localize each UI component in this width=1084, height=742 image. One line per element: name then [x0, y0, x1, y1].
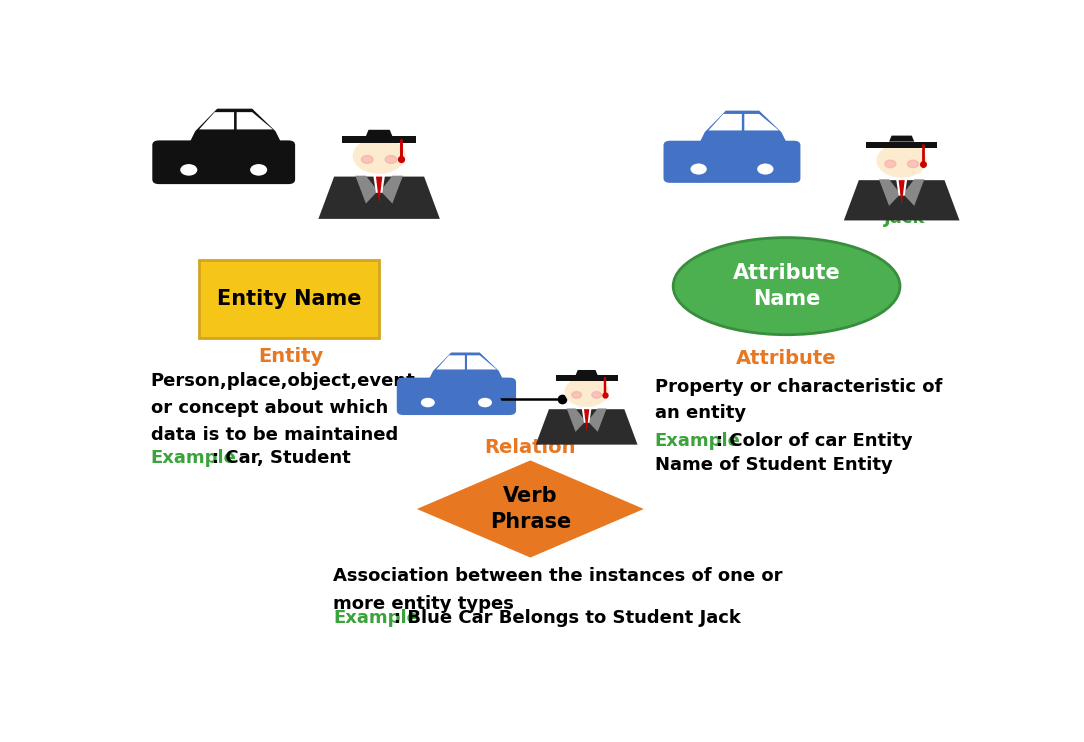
Circle shape [571, 392, 581, 398]
Circle shape [881, 147, 922, 175]
FancyBboxPatch shape [397, 378, 516, 415]
Circle shape [877, 143, 927, 177]
Text: Person,place,object,event: Person,place,object,event [151, 372, 415, 390]
Circle shape [680, 156, 718, 183]
Circle shape [468, 391, 502, 414]
Circle shape [565, 377, 609, 407]
Polygon shape [467, 355, 496, 370]
Circle shape [385, 156, 397, 163]
Polygon shape [709, 114, 741, 131]
Polygon shape [567, 408, 585, 432]
Polygon shape [356, 176, 378, 203]
Polygon shape [376, 177, 383, 203]
Circle shape [567, 376, 606, 403]
Text: Entity: Entity [258, 347, 323, 367]
Polygon shape [185, 108, 286, 152]
Polygon shape [425, 352, 507, 388]
Polygon shape [576, 370, 597, 375]
Polygon shape [319, 177, 440, 219]
Polygon shape [843, 180, 959, 220]
Polygon shape [896, 180, 907, 196]
FancyBboxPatch shape [152, 140, 295, 184]
Text: Attribute
Name: Attribute Name [733, 263, 840, 309]
Circle shape [356, 137, 402, 169]
Polygon shape [903, 180, 925, 206]
Circle shape [358, 142, 401, 171]
Polygon shape [582, 408, 592, 423]
Circle shape [250, 164, 267, 176]
Circle shape [361, 156, 373, 163]
Circle shape [168, 156, 209, 184]
Text: : Color of car Entity: : Color of car Entity [717, 432, 913, 450]
Text: Example: Example [655, 432, 740, 450]
Polygon shape [588, 408, 607, 432]
Circle shape [421, 398, 435, 407]
Polygon shape [899, 180, 905, 206]
Polygon shape [584, 409, 590, 432]
Polygon shape [380, 176, 403, 203]
Polygon shape [879, 180, 901, 206]
Text: Entity Name: Entity Name [217, 289, 361, 309]
Circle shape [411, 391, 444, 414]
Text: an entity: an entity [655, 404, 746, 422]
Text: Example: Example [151, 449, 236, 467]
Ellipse shape [673, 237, 900, 335]
Polygon shape [436, 355, 465, 370]
FancyBboxPatch shape [663, 141, 800, 183]
Text: Name of Student Entity: Name of Student Entity [655, 456, 892, 474]
Text: : Blue Car Belongs to Student Jack: : Blue Car Belongs to Student Jack [395, 609, 741, 627]
Text: : Car, Student: : Car, Student [212, 449, 351, 467]
Polygon shape [199, 112, 234, 129]
Polygon shape [417, 460, 644, 557]
Polygon shape [236, 112, 273, 129]
Circle shape [746, 156, 785, 183]
Polygon shape [695, 111, 791, 152]
Polygon shape [343, 136, 416, 143]
Text: Jack: Jack [883, 209, 925, 227]
Circle shape [691, 163, 707, 174]
Polygon shape [889, 136, 914, 142]
FancyBboxPatch shape [198, 260, 379, 338]
Circle shape [568, 380, 605, 405]
Polygon shape [535, 409, 637, 444]
Text: data is to be maintained: data is to be maintained [151, 426, 398, 444]
Circle shape [907, 160, 918, 168]
Text: more entity types: more entity types [333, 594, 514, 613]
Polygon shape [866, 142, 937, 148]
Text: Verb
Phrase: Verb Phrase [490, 486, 571, 532]
Text: or concept about which: or concept about which [151, 398, 388, 417]
Text: Attribute: Attribute [736, 349, 837, 368]
Text: Association between the instances of one or: Association between the instances of one… [333, 567, 783, 585]
Text: Relation: Relation [485, 438, 576, 456]
Circle shape [879, 142, 924, 173]
Circle shape [757, 163, 774, 174]
Polygon shape [745, 114, 779, 131]
Polygon shape [556, 375, 618, 381]
Circle shape [238, 156, 279, 184]
Circle shape [180, 164, 197, 176]
Circle shape [478, 398, 492, 407]
Circle shape [352, 138, 405, 174]
Text: Property or characteristic of: Property or characteristic of [655, 378, 942, 395]
Circle shape [592, 392, 602, 398]
Circle shape [885, 160, 895, 168]
Polygon shape [373, 176, 385, 193]
Polygon shape [366, 130, 392, 136]
Text: Example: Example [333, 609, 418, 627]
